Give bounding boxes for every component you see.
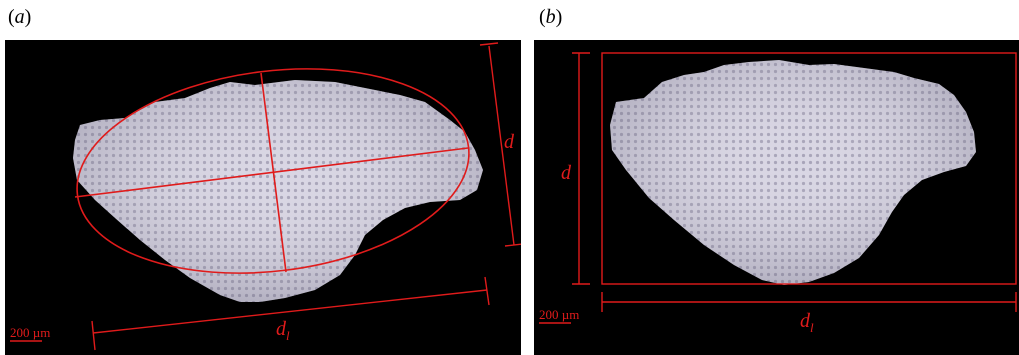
height-dimension-arrow: [572, 52, 590, 285]
height-dimension-label: d: [561, 162, 572, 184]
paren-open: (: [539, 6, 546, 28]
panel-letter: a: [14, 6, 25, 28]
panel-b-image: d dl 200 µm: [534, 40, 1019, 355]
scale-bar-text: 200 µm: [10, 325, 50, 340]
minor-dimension-arrow: [479, 42, 521, 247]
paren-close: ): [555, 6, 563, 28]
particle-b: [610, 60, 976, 285]
minor-dimension-label: d: [504, 131, 515, 153]
width-dimension-arrow: [601, 292, 1017, 312]
scale-bar-text: 200 µm: [539, 307, 579, 322]
panel-a-svg: d dl 200 µm: [10, 42, 521, 351]
major-dimension-label: dl: [276, 318, 290, 343]
bounding-box: [601, 52, 1017, 285]
panel-a-image: d dl 200 µm: [5, 40, 521, 355]
paren-open: (: [8, 6, 15, 28]
major-dimension-arrow: [91, 276, 490, 351]
panel-b-label: (b): [539, 6, 562, 29]
panel-b-svg: d dl 200 µm: [539, 52, 1017, 335]
minor-axis-line: [260, 72, 287, 273]
paren-close: ): [24, 6, 32, 28]
major-axis-line: [74, 147, 469, 198]
particle-a: [73, 80, 483, 302]
panel-a-label: (a): [8, 6, 31, 29]
width-dimension-label: dl: [800, 310, 814, 335]
panel-letter: b: [545, 6, 556, 28]
